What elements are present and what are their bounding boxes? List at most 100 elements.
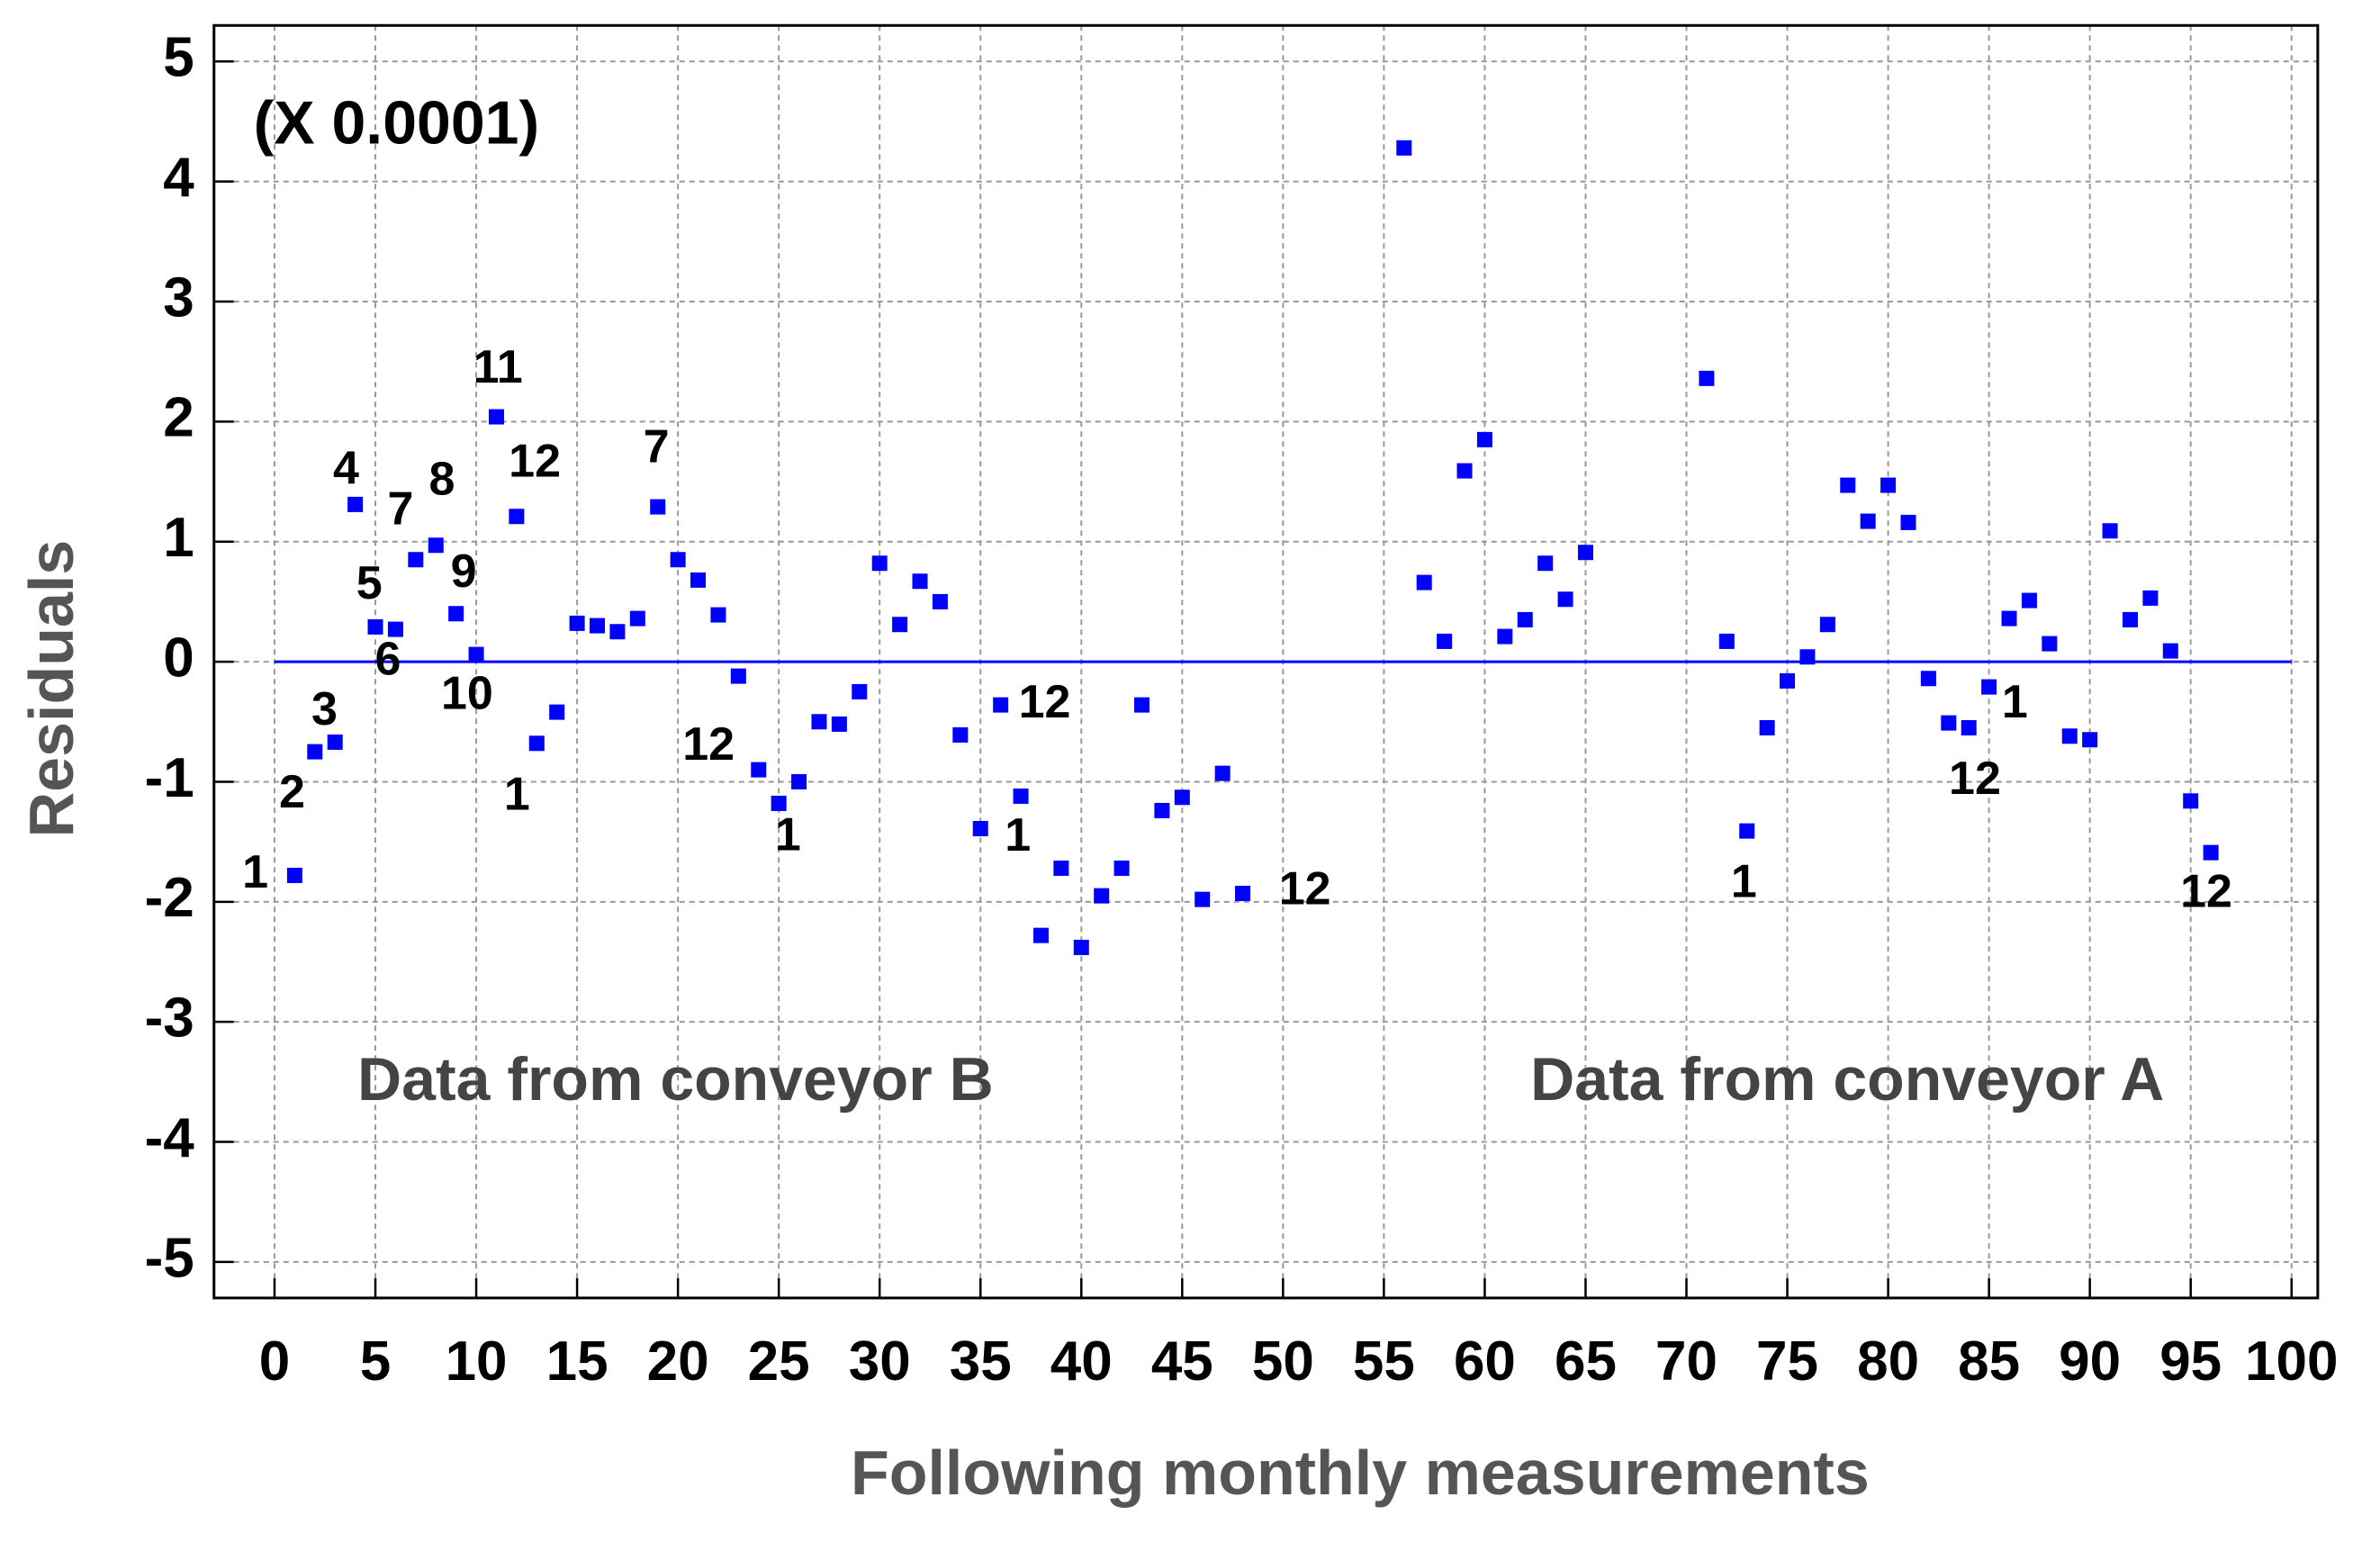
point	[1981, 679, 1997, 695]
y-tick-label: -1	[145, 747, 194, 809]
point	[629, 610, 645, 627]
point	[710, 607, 726, 623]
point	[1032, 927, 1049, 943]
y-tick-label: -2	[145, 867, 194, 929]
point	[1053, 860, 1069, 876]
point-label: 8	[429, 454, 455, 506]
point	[993, 697, 1009, 713]
point	[1094, 888, 1110, 904]
point	[1961, 719, 1977, 735]
point	[1073, 939, 1089, 955]
point-label: 12	[1279, 863, 1331, 915]
point	[1113, 860, 1130, 876]
point	[811, 714, 827, 730]
point	[2021, 592, 2037, 609]
point	[1900, 514, 1916, 530]
point	[327, 734, 343, 750]
x-tick-label: 75	[1756, 1330, 1818, 1393]
point	[1476, 431, 1492, 447]
y-tick-label: 5	[163, 27, 194, 89]
point	[1396, 140, 1412, 156]
point	[912, 573, 928, 590]
point-label: 1	[242, 846, 268, 898]
point-label: 11	[473, 341, 523, 393]
x-tick-label: 50	[1252, 1330, 1314, 1393]
point-label: 12	[2180, 865, 2232, 917]
x-tick-label: 100	[2245, 1330, 2338, 1393]
point	[1537, 555, 1554, 572]
point	[2001, 610, 2017, 627]
point	[1154, 802, 1170, 818]
x-axis-label: Following monthly measurements	[851, 1438, 1870, 1508]
point-label: 12	[509, 435, 561, 487]
point	[1860, 513, 1876, 529]
point	[2042, 636, 2058, 652]
point	[569, 615, 585, 631]
point	[1819, 617, 1835, 633]
point	[1577, 545, 1593, 561]
point	[488, 409, 504, 425]
point	[2061, 728, 2078, 744]
point	[2183, 793, 2199, 809]
x-tick-label: 95	[2159, 1330, 2222, 1393]
point	[1013, 788, 1029, 804]
annotation: Data from conveyor B	[357, 1045, 994, 1114]
point	[307, 744, 323, 760]
point	[1699, 370, 1715, 386]
x-tick-label: 0	[259, 1330, 290, 1393]
point	[2102, 523, 2118, 539]
x-tick-label: 45	[1151, 1330, 1213, 1393]
point-label: 9	[451, 546, 477, 598]
point	[1941, 715, 1957, 731]
point	[1799, 649, 1816, 665]
point	[670, 552, 686, 568]
point	[852, 683, 868, 699]
point	[2142, 590, 2159, 606]
point	[448, 606, 464, 622]
point-label: 7	[644, 421, 670, 473]
x-tick-label: 40	[1050, 1330, 1113, 1393]
point-label: 12	[1019, 676, 1071, 728]
point	[590, 618, 606, 634]
y-tick-label: 0	[163, 627, 194, 689]
point-label: 1	[775, 808, 801, 861]
point	[2122, 611, 2138, 627]
point	[1517, 611, 1533, 627]
point-label: 1	[1731, 856, 1757, 908]
point	[952, 726, 969, 743]
point	[367, 618, 383, 635]
x-tick-label: 80	[1857, 1330, 1919, 1393]
point	[650, 499, 666, 515]
point	[771, 795, 787, 811]
point-label: 7	[388, 482, 414, 535]
x-tick-label: 5	[360, 1330, 391, 1393]
point-label: 12	[1949, 753, 2001, 805]
x-tick-label: 20	[647, 1330, 709, 1393]
point	[347, 496, 364, 512]
point-label: 1	[504, 768, 530, 820]
x-tick-label: 10	[446, 1330, 508, 1393]
y-tick-label: 3	[163, 266, 194, 329]
point	[1840, 477, 1856, 493]
point-label: 5	[356, 557, 383, 609]
point	[387, 621, 403, 637]
point	[1557, 591, 1573, 608]
y-tick-label: -5	[145, 1227, 194, 1289]
point	[791, 773, 807, 789]
point-label: 4	[333, 443, 359, 495]
plot-frame	[212, 23, 2320, 1300]
point	[932, 593, 948, 609]
point	[1437, 633, 1453, 649]
point	[509, 509, 525, 525]
y-tick-label: 4	[163, 147, 194, 209]
x-tick-label: 65	[1555, 1330, 1617, 1393]
annotation: Data from conveyor A	[1530, 1045, 2164, 1114]
point	[468, 646, 484, 663]
point	[1235, 885, 1251, 901]
point	[2162, 643, 2178, 659]
x-tick-label: 90	[2059, 1330, 2121, 1393]
point	[1214, 765, 1231, 781]
x-tick-label: 30	[849, 1330, 911, 1393]
